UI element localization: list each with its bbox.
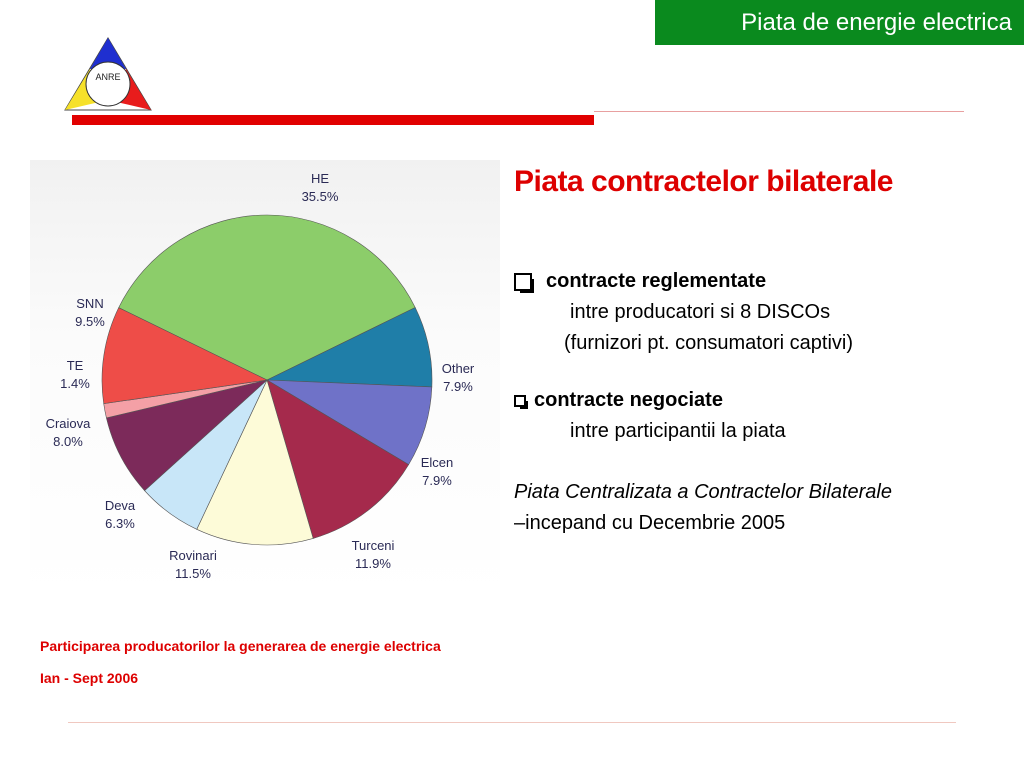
centralized-market-note: Piata Centralizata a Contractelor Bilate… [514,481,892,503]
pie-slice-he [118,214,416,381]
pie-chart-svg: HE 35.5% Other 7.9% Elcen 7.9% Turceni 11.9% Rov… [46,171,475,581]
slice-label: Other [442,361,475,376]
slide-body: contracte reglementate intre producatori… [514,270,1014,535]
anre-logo-icon [64,37,152,111]
header-rule-thick [72,115,594,125]
bullet-title: contracte negociate [534,389,723,411]
bullet-text: (furnizori pt. consumatori captivi) [564,332,853,354]
checkbox-bullet-icon [514,272,534,293]
caption-line: Participarea producatorilor la generarea… [40,638,441,654]
slice-value-label: 9.5% [75,314,105,329]
header-rule-thin [594,111,964,112]
banner-title: Piata de energie electrica [741,9,1012,36]
slice-value-label: 11.9% [355,556,391,571]
slice-label: TE [67,358,84,373]
slice-value-label: 35.5% [302,189,339,204]
slice-label: HE [311,171,329,186]
pie-slice-turceni [266,379,410,539]
slice-label: SNN [76,296,103,311]
pie-slice-rovinari [196,379,314,546]
generation-share-pie-chart: HE 35.5% Other 7.9% Elcen 7.9% Turceni 11.9% Rov… [30,160,500,600]
slice-label: Craiova [46,416,92,431]
presentation-title-banner: Piata de energie electrica [655,0,1024,45]
slide-heading: Piata contractelor bilaterale [514,165,894,198]
bullet-negotiated-contracts: contracte negociate [514,389,1014,412]
anre-logo: ANRE [63,36,153,112]
logo-text: ANRE [95,72,121,82]
slice-value-label: 7.9% [443,379,473,394]
slice-value-label: 7.9% [422,473,452,488]
footer-rule [68,722,956,723]
slice-value-label: 11.5% [175,566,211,581]
start-date-note: –incepand cu Decembrie 2005 [514,512,786,534]
slice-label: Turceni [352,538,395,553]
bullet-text: intre participantii la piata [570,420,786,442]
bullet-text: intre producatori si 8 DISCOs [570,301,831,323]
bullet-regulated-contracts: contracte reglementate [514,270,1014,293]
checkbox-bullet-icon [514,394,528,409]
slice-value-label: 8.0% [53,434,83,449]
slice-label: Rovinari [169,548,217,563]
slice-label: Deva [105,498,136,513]
slice-value-label: 6.3% [105,516,135,531]
slice-label: Elcen [421,455,454,470]
bullet-title: contracte reglementate [546,270,767,292]
pie-slice-snn [101,307,269,404]
caption-period: Ian - Sept 2006 [40,670,139,686]
slice-value-label: 1.4% [60,376,90,391]
chart-caption: Participarea producatorilor la generarea… [40,638,520,702]
